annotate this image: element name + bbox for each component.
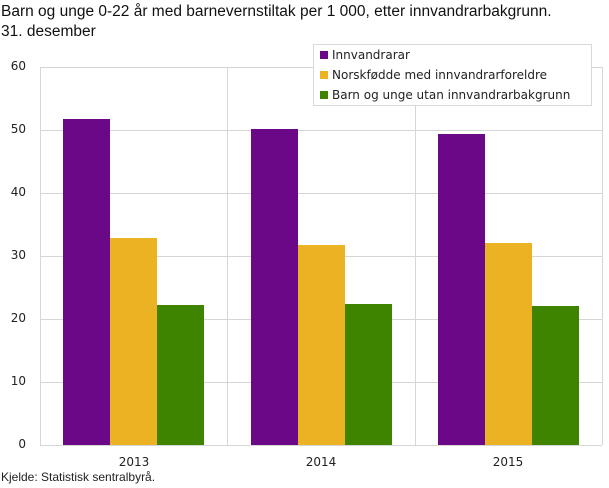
legend-item-utan[interactable]: Barn og unge utan innvandrarbakgrunn <box>320 86 570 104</box>
bar-2013-0[interactable] <box>63 119 110 445</box>
bar-2014-1[interactable] <box>298 245 345 445</box>
chart-title-line1: Barn og unge 0-22 år med barnevernstilta… <box>1 3 552 20</box>
chart-title-line2: 31. desember <box>1 23 96 40</box>
legend-label: Innvandrarar <box>332 48 410 62</box>
gridline-y-50 <box>40 130 602 131</box>
y-tick-label: 20 <box>10 311 26 325</box>
legend-swatch-icon <box>320 71 328 79</box>
y-tick-label: 10 <box>10 374 26 388</box>
bar-2015-0[interactable] <box>438 134 485 445</box>
gridline-x <box>415 67 416 445</box>
legend-label: Norskfødde med innvandrarforeldre <box>332 68 548 82</box>
gridline-x <box>40 67 41 445</box>
source-note: Kjelde: Statistisk sentralbyrå. <box>1 470 156 484</box>
bar-2013-1[interactable] <box>110 238 157 445</box>
bar-2015-1[interactable] <box>485 243 532 445</box>
y-tick-label: 60 <box>10 59 26 73</box>
gridline-x <box>602 67 603 445</box>
chart-title: Barn og unge 0-22 år med barnevernstilta… <box>1 2 606 42</box>
x-tick-label: 2015 <box>492 455 524 469</box>
legend-label: Barn og unge utan innvandrarbakgrunn <box>332 88 571 102</box>
x-tick-label: 2014 <box>305 455 337 469</box>
legend-swatch-icon <box>320 91 328 99</box>
bar-2014-2[interactable] <box>345 304 392 445</box>
bar-2014-0[interactable] <box>251 129 298 445</box>
y-tick-label: 30 <box>10 248 26 262</box>
legend-item-innvandrarar[interactable]: Innvandrarar <box>320 46 410 64</box>
legend-item-norskfodde[interactable]: Norskfødde med innvandrarforeldre <box>320 66 547 84</box>
legend-swatch-icon <box>320 51 328 59</box>
bar-2013-2[interactable] <box>157 305 204 445</box>
gridline-y-0 <box>40 445 602 446</box>
y-tick-label: 50 <box>10 122 26 136</box>
gridline-y-40 <box>40 193 602 194</box>
y-tick-label: 0 <box>18 437 26 451</box>
gridline-x <box>227 67 228 445</box>
bar-2015-2[interactable] <box>532 306 579 445</box>
legend: Innvandrarar Norskfødde med innvandrarfo… <box>313 44 592 106</box>
y-tick-label: 40 <box>10 185 26 199</box>
x-tick-label: 2013 <box>118 455 150 469</box>
